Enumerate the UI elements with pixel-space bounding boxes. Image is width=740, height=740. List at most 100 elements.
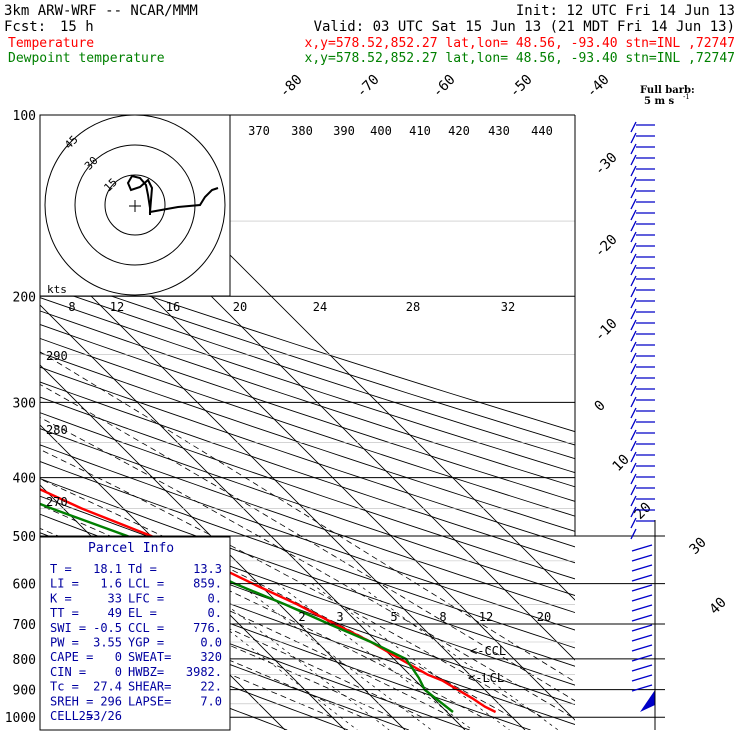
wind-barb-lower bbox=[631, 564, 653, 572]
parcel-info-cell: 13.3 bbox=[193, 562, 222, 576]
theta-label: 410 bbox=[409, 124, 431, 138]
mixing-ratio-line bbox=[238, 583, 432, 730]
hodograph-trace bbox=[126, 174, 219, 215]
parcel-info-cell: CCL = bbox=[128, 621, 164, 635]
parcel-info-cell: CIN = bbox=[50, 665, 86, 679]
parcel-info-cell: 3982. bbox=[186, 665, 222, 679]
theta-label: 390 bbox=[333, 124, 355, 138]
dry-adiabat-line bbox=[40, 337, 575, 517]
parcel-info-cell: LCL = bbox=[128, 577, 164, 591]
wind-barb-lower bbox=[631, 614, 653, 622]
theta-label: 400 bbox=[370, 124, 392, 138]
dry-adiabat-line bbox=[40, 284, 575, 460]
dry-adiabat-line bbox=[40, 310, 575, 488]
wind-barb-staff bbox=[630, 517, 637, 529]
mixing-ratio-label-top: 8 bbox=[68, 300, 75, 314]
pressure-tick-label: 900 bbox=[13, 684, 36, 699]
temperature-axis-label: -80 bbox=[277, 72, 306, 101]
wind-barb-lower bbox=[631, 594, 653, 602]
parcel-info-cell: SWI = bbox=[50, 621, 86, 635]
wind-barb-staff bbox=[630, 473, 637, 485]
temperature-axis-label: -50 bbox=[507, 72, 536, 101]
parcel-info-cell: 253/26 bbox=[79, 709, 122, 723]
mixing-ratio-label-low: 5 bbox=[390, 610, 397, 624]
parcel-info-frame bbox=[39, 536, 231, 731]
theta-label: 420 bbox=[448, 124, 470, 138]
wind-barb-lower bbox=[631, 644, 653, 652]
wind-barb-staff bbox=[630, 176, 637, 188]
wind-barb-lower bbox=[631, 674, 653, 682]
wind-barb-staff bbox=[630, 264, 637, 276]
parcel-info-cell: HWBZ= bbox=[128, 665, 164, 679]
mixing-ratio-label-low: 20 bbox=[537, 610, 551, 624]
wind-barb-staff bbox=[630, 143, 637, 155]
parcel-info-cell: T = bbox=[50, 562, 72, 576]
barb-legend-exponent: -1 bbox=[683, 93, 690, 101]
pressure-tick-label: 700 bbox=[13, 618, 36, 633]
moist-adiabat-line bbox=[40, 581, 363, 718]
parcel-info-cell: 320 bbox=[200, 650, 222, 664]
parcel-info-cell: EL = bbox=[128, 606, 157, 620]
temperature-axis-label: -20 bbox=[592, 232, 621, 261]
wind-barb-lower bbox=[631, 624, 653, 632]
wind-barb-staff bbox=[630, 440, 637, 452]
hodograph-units: kts bbox=[47, 283, 67, 296]
parcel-info-cell: LI = bbox=[50, 577, 79, 591]
wind-barb-staff bbox=[630, 429, 637, 441]
mixing-ratio-label-top: 20 bbox=[233, 300, 247, 314]
parcel-info-box: Parcel Info T = 18.1 Td = 13.3 LI = 1.6 LCL = 8… bbox=[39, 536, 231, 731]
hodograph: 15 30 45 kts bbox=[39, 114, 231, 297]
parcel-info-cell: 1.6 bbox=[100, 577, 122, 591]
mixing-ratio-label-low: 3 bbox=[336, 610, 343, 624]
wind-barb-staff bbox=[630, 363, 637, 375]
wind-barb-staff bbox=[630, 209, 637, 221]
parcel-info-cell: TT = bbox=[50, 606, 79, 620]
temperature-axis-label: 10 bbox=[610, 452, 633, 475]
dry-adiabat-line bbox=[40, 495, 575, 686]
dry-adiabat-line bbox=[40, 612, 349, 730]
wind-barb-staff bbox=[630, 407, 637, 419]
dry-adiabat-line bbox=[40, 444, 575, 631]
wind-barb-staff bbox=[630, 198, 637, 210]
parcel-info-cell: 49 bbox=[108, 606, 122, 620]
pressure-tick-label: 100 bbox=[13, 109, 36, 124]
mixing-ratio-label-low: 8 bbox=[439, 610, 446, 624]
parcel-info-cell: 27.4 bbox=[93, 680, 122, 694]
parcel-info-cell: 0 bbox=[115, 665, 122, 679]
isotherm-line bbox=[40, 304, 466, 730]
hodograph-ring-3 bbox=[44, 114, 226, 296]
dry-adiabat-line bbox=[40, 478, 575, 667]
parcel-info-cell: 0. bbox=[208, 591, 222, 605]
temperature-axis-label: -40 bbox=[584, 72, 613, 101]
init-time: Init: 12 UTC Fri 14 Jun 13 bbox=[516, 3, 735, 19]
dry-adiabat-line bbox=[40, 412, 575, 597]
parcel-info-cell: 0 bbox=[115, 650, 122, 664]
wind-barb-staff bbox=[630, 154, 637, 166]
dry-adiabat-line bbox=[40, 428, 575, 614]
pressure-tick-label: 1000 bbox=[5, 711, 36, 726]
temperature-axis-label: 40 bbox=[707, 595, 730, 618]
mixing-ratio-label-top: 16 bbox=[166, 300, 180, 314]
wind-barb-staff bbox=[630, 308, 637, 320]
parcel-info-cell: -0.5 bbox=[93, 621, 122, 635]
wind-barb-lower bbox=[631, 634, 653, 642]
dry-adiabat-label: 290 bbox=[46, 349, 68, 363]
mixing-ratio-line bbox=[198, 583, 390, 730]
dry-adiabat-line bbox=[40, 352, 575, 532]
pressure-tick-label: 500 bbox=[13, 530, 36, 545]
wind-barb-staff bbox=[630, 132, 637, 144]
valid-time: Valid: 03 UTC Sat 15 Jun 13 (21 MDT Fri … bbox=[314, 19, 735, 35]
wind-barb-lower bbox=[631, 654, 653, 662]
moist-adiabat-line bbox=[40, 383, 575, 702]
pressure-tick-label: 800 bbox=[13, 653, 36, 668]
theta-label: 380 bbox=[291, 124, 313, 138]
lcl-label: <-LCL bbox=[468, 671, 504, 685]
parcel-info-title: Parcel Info bbox=[88, 541, 174, 556]
parcel-info-cell: 7.0 bbox=[200, 694, 222, 708]
wind-barb-staff bbox=[630, 231, 637, 243]
wind-barb-staff bbox=[630, 396, 637, 408]
dry-adiabat-line bbox=[40, 258, 575, 433]
wind-barb-lower bbox=[631, 584, 653, 592]
parcel-info-cell: 296 bbox=[100, 694, 122, 708]
temperature-axis-label: -70 bbox=[354, 72, 383, 101]
